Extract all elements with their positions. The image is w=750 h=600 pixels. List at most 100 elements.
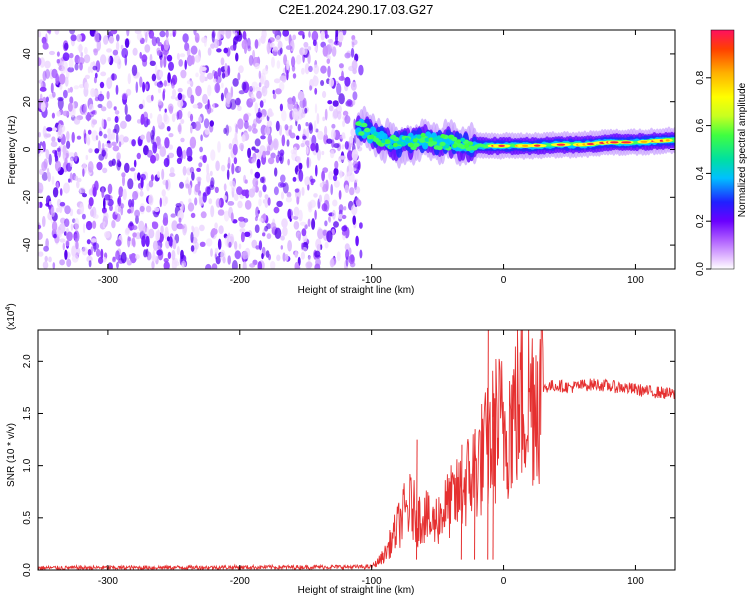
noise-speckle <box>223 195 227 201</box>
noise-speckle <box>351 149 359 161</box>
noise-speckle <box>196 176 202 182</box>
noise-speckle <box>314 87 318 95</box>
noise-speckle <box>107 143 112 149</box>
snr-x-axis-label: Height of straight line (km) <box>298 585 415 596</box>
noise-speckle <box>341 214 347 220</box>
noise-speckle <box>352 91 358 101</box>
noise-speckle <box>257 261 263 269</box>
noise-speckle <box>63 182 70 194</box>
noise-speckle <box>345 256 349 267</box>
noise-speckle <box>343 206 347 211</box>
noise-speckle <box>208 184 215 191</box>
noise-speckle <box>186 86 193 99</box>
noise-speckle <box>165 36 169 46</box>
noise-speckle <box>178 59 183 67</box>
snr-y-multiplier-exponent: 4 <box>5 307 12 311</box>
noise-speckle <box>326 58 331 64</box>
noise-speckle <box>42 261 49 269</box>
ridge-cell <box>361 122 368 128</box>
noise-speckle <box>51 220 58 233</box>
noise-speckle <box>258 38 261 47</box>
noise-speckle <box>316 243 321 252</box>
noise-speckle <box>163 114 170 125</box>
noise-speckle <box>113 106 117 111</box>
noise-speckle <box>106 100 113 109</box>
noise-speckle <box>101 142 105 150</box>
noise-speckle <box>177 210 184 221</box>
noise-speckle <box>260 34 266 45</box>
noise-speckle <box>135 81 139 94</box>
noise-speckle <box>293 221 300 230</box>
noise-speckle <box>74 217 80 230</box>
noise-speckle <box>318 194 322 203</box>
noise-speckle <box>133 172 138 182</box>
noise-speckle <box>64 249 68 260</box>
noise-speckle <box>56 51 60 57</box>
noise-speckle <box>250 93 255 100</box>
noise-speckle <box>232 78 239 87</box>
noise-speckle <box>241 81 247 91</box>
noise-speckle <box>284 254 289 262</box>
noise-speckle <box>301 186 305 196</box>
noise-speckle <box>86 111 91 122</box>
noise-speckle <box>79 202 85 215</box>
colorbar-tick-label: 0.0 <box>695 262 706 276</box>
noise-speckle <box>103 212 109 221</box>
noise-speckle <box>62 144 67 155</box>
noise-speckle <box>243 218 249 223</box>
noise-speckle <box>256 112 263 118</box>
noise-speckle <box>260 135 266 140</box>
noise-speckle <box>300 143 305 148</box>
ridge-core-hot <box>640 140 648 143</box>
noise-speckle <box>74 62 79 71</box>
noise-speckle <box>75 241 79 250</box>
noise-speckle <box>227 201 235 206</box>
noise-speckle <box>211 228 218 235</box>
ridge-blob <box>412 138 418 143</box>
noise-speckle <box>313 64 320 75</box>
noise-speckle <box>182 166 187 176</box>
noise-speckle <box>41 171 48 181</box>
ridge-blob <box>468 141 474 146</box>
x-tick-label: -100 <box>362 576 382 587</box>
noise-speckle <box>66 140 71 149</box>
noise-speckle <box>242 30 247 40</box>
noise-speckle <box>278 156 283 162</box>
noise-speckle <box>176 246 180 255</box>
noise-speckle <box>344 141 349 150</box>
noise-speckle <box>321 170 325 182</box>
noise-speckle <box>324 125 328 136</box>
noise-speckle <box>215 256 221 265</box>
noise-speckle <box>198 162 203 168</box>
noise-speckle <box>307 46 312 51</box>
noise-speckle <box>139 203 145 215</box>
noise-speckle <box>326 138 333 144</box>
noise-speckle <box>145 83 148 91</box>
noise-speckle <box>244 179 248 184</box>
noise-speckle <box>71 254 79 263</box>
noise-speckle <box>260 75 264 85</box>
noise-speckle <box>188 198 192 204</box>
noise-speckle <box>140 134 145 140</box>
noise-speckle <box>159 57 163 68</box>
noise-speckle <box>42 215 46 228</box>
noise-speckle <box>207 47 212 56</box>
noise-speckle <box>164 226 169 238</box>
noise-speckle <box>272 89 275 95</box>
noise-speckle <box>269 222 277 230</box>
ridge-blob <box>436 135 442 140</box>
noise-speckle <box>294 251 299 258</box>
noise-speckle <box>84 74 90 80</box>
noise-speckle <box>70 223 74 231</box>
noise-speckle <box>42 42 49 50</box>
noise-speckle <box>190 245 195 252</box>
ridge-cell <box>364 127 371 133</box>
colorbar-tick-label: 0.8 <box>695 70 706 84</box>
noise-speckle <box>322 229 327 236</box>
noise-speckle <box>143 249 148 258</box>
noise-speckle <box>162 90 165 101</box>
colorbar-tick-label: 0.6 <box>695 118 706 132</box>
spectrogram-x-axis-label: Height of straight line (km) <box>298 285 415 296</box>
noise-speckle <box>330 128 336 140</box>
